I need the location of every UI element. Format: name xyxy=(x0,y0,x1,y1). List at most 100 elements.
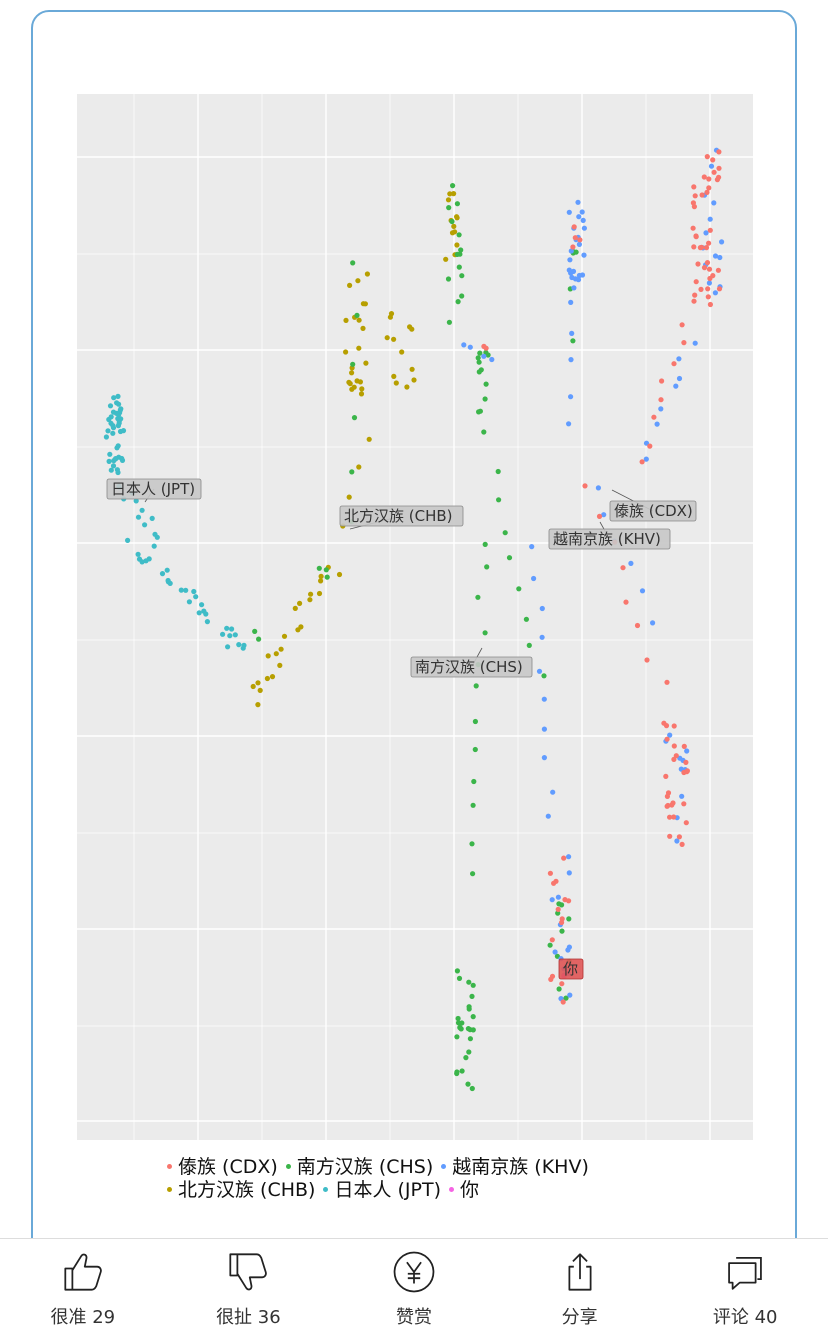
data-point xyxy=(576,241,583,247)
data-point xyxy=(151,543,157,549)
data-point xyxy=(393,380,399,386)
data-point xyxy=(566,944,573,950)
data-point xyxy=(108,467,114,473)
share-button[interactable]: 分享 xyxy=(497,1239,663,1329)
data-point xyxy=(663,723,670,729)
data-point xyxy=(665,802,671,809)
data-point xyxy=(643,456,649,462)
data-point xyxy=(485,352,491,358)
data-point xyxy=(549,973,556,979)
data-point xyxy=(566,916,572,922)
data-point xyxy=(659,378,665,384)
data-point xyxy=(454,251,460,257)
data-point xyxy=(566,854,572,860)
data-point xyxy=(116,412,122,418)
data-point xyxy=(669,802,675,808)
data-point xyxy=(183,587,189,593)
annotation-label: 你 xyxy=(558,958,584,980)
data-point xyxy=(110,423,116,429)
data-point xyxy=(236,642,242,648)
data-point xyxy=(706,266,713,272)
data-point xyxy=(569,274,575,281)
data-point xyxy=(458,247,464,253)
annotation-box xyxy=(339,505,464,527)
data-point xyxy=(454,1034,460,1040)
data-point xyxy=(143,558,149,564)
annotation-label: 北方汉族 (CHB) xyxy=(339,505,464,530)
data-point xyxy=(454,214,460,220)
data-point xyxy=(343,317,349,323)
data-point xyxy=(470,1027,476,1033)
data-point xyxy=(684,748,690,754)
data-point xyxy=(676,356,682,362)
data-point xyxy=(667,732,673,738)
data-point xyxy=(568,299,574,305)
data-point xyxy=(318,578,324,584)
data-point xyxy=(541,696,547,702)
data-point xyxy=(229,626,235,632)
data-point xyxy=(712,253,719,259)
data-point xyxy=(481,429,487,435)
downvote-button[interactable]: 很扯 36 xyxy=(166,1239,332,1329)
data-point xyxy=(712,290,719,296)
data-point xyxy=(256,636,262,642)
data-point xyxy=(470,871,476,877)
data-point xyxy=(411,377,417,383)
data-point xyxy=(459,1068,465,1074)
legend-label: 越南京族 (KHV) xyxy=(452,1155,589,1178)
data-point xyxy=(681,340,687,346)
data-point xyxy=(391,336,397,342)
data-point xyxy=(107,451,113,457)
legend-label: 日本人 (JPT) xyxy=(334,1178,442,1201)
data-point xyxy=(674,838,680,844)
data-point xyxy=(139,507,145,513)
data-point xyxy=(135,551,141,557)
legend-row: 傣族 (CDX) 南方汉族 (CHS) 越南京族 (KHV) xyxy=(165,1155,725,1178)
tip-button[interactable]: 赞赏 xyxy=(331,1239,497,1329)
data-point xyxy=(115,423,121,429)
data-point xyxy=(354,312,360,318)
data-point xyxy=(664,793,671,800)
data-point xyxy=(110,430,116,436)
data-point xyxy=(292,605,298,612)
data-point xyxy=(506,555,513,561)
data-point xyxy=(466,1006,472,1012)
data-point xyxy=(443,256,449,262)
data-point xyxy=(456,975,463,982)
data-point xyxy=(647,443,653,449)
data-point xyxy=(193,594,199,600)
data-point xyxy=(115,393,121,399)
data-point xyxy=(703,245,710,251)
data-point xyxy=(691,298,697,304)
data-point xyxy=(483,345,489,351)
data-point xyxy=(454,1069,460,1075)
data-point xyxy=(691,184,697,190)
data-point xyxy=(350,361,356,367)
comment-button[interactable]: 评论 40 xyxy=(662,1239,828,1329)
tip-label: 赞赏 xyxy=(395,1307,432,1328)
data-point xyxy=(701,265,708,271)
data-point xyxy=(707,301,714,308)
data-point xyxy=(446,319,452,325)
data-point xyxy=(366,436,372,442)
data-points xyxy=(103,147,725,1092)
legend-label: 北方汉族 (CHB) xyxy=(178,1178,316,1201)
annotation-box xyxy=(558,958,584,980)
data-point xyxy=(452,229,458,235)
upvote-button[interactable]: 很准 29 xyxy=(0,1239,166,1329)
data-point xyxy=(455,1020,462,1026)
data-point xyxy=(547,870,554,876)
data-point xyxy=(349,386,355,392)
data-point xyxy=(135,514,142,520)
data-point xyxy=(529,544,535,550)
data-point xyxy=(409,366,415,372)
data-point xyxy=(706,176,712,182)
data-point xyxy=(701,174,707,180)
data-point xyxy=(273,651,279,657)
data-point xyxy=(355,278,361,284)
data-point xyxy=(167,580,173,587)
data-point xyxy=(711,200,717,206)
data-point xyxy=(139,559,145,565)
data-point xyxy=(620,565,626,571)
annotation-text: 北方汉族 (CHB) xyxy=(344,507,453,525)
